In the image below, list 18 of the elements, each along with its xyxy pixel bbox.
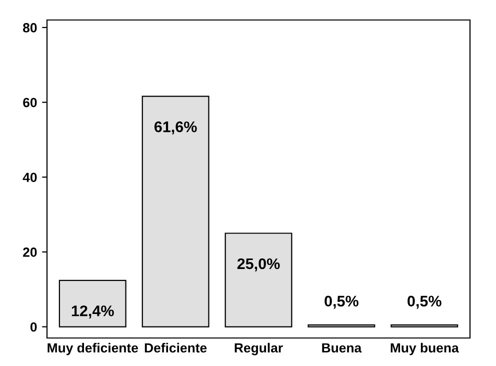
data-label: 25,0%: [237, 258, 280, 272]
x-tick-label: Buena: [322, 343, 362, 353]
x-tick-label: Deficiente: [144, 342, 207, 353]
y-tick-label: 20: [23, 248, 37, 257]
x-tick-label: Muy buena: [390, 342, 459, 356]
y-tick-label: 0: [30, 322, 37, 332]
data-label: 61,6%: [154, 121, 197, 134]
x-tick-label: Muy deficiente: [48, 342, 138, 356]
y-tick-label: 80: [23, 23, 37, 32]
bar: [58, 280, 126, 328]
data-label: 12,4%: [72, 305, 114, 318]
bar: [142, 96, 210, 328]
y-tick-label: 40: [22, 172, 37, 182]
bar: [224, 232, 292, 328]
data-label: 0,5%: [324, 296, 358, 309]
x-tick-label: Regular: [234, 342, 283, 356]
y-tick-label: 60: [23, 98, 37, 108]
data-label: 0,5%: [408, 296, 442, 309]
